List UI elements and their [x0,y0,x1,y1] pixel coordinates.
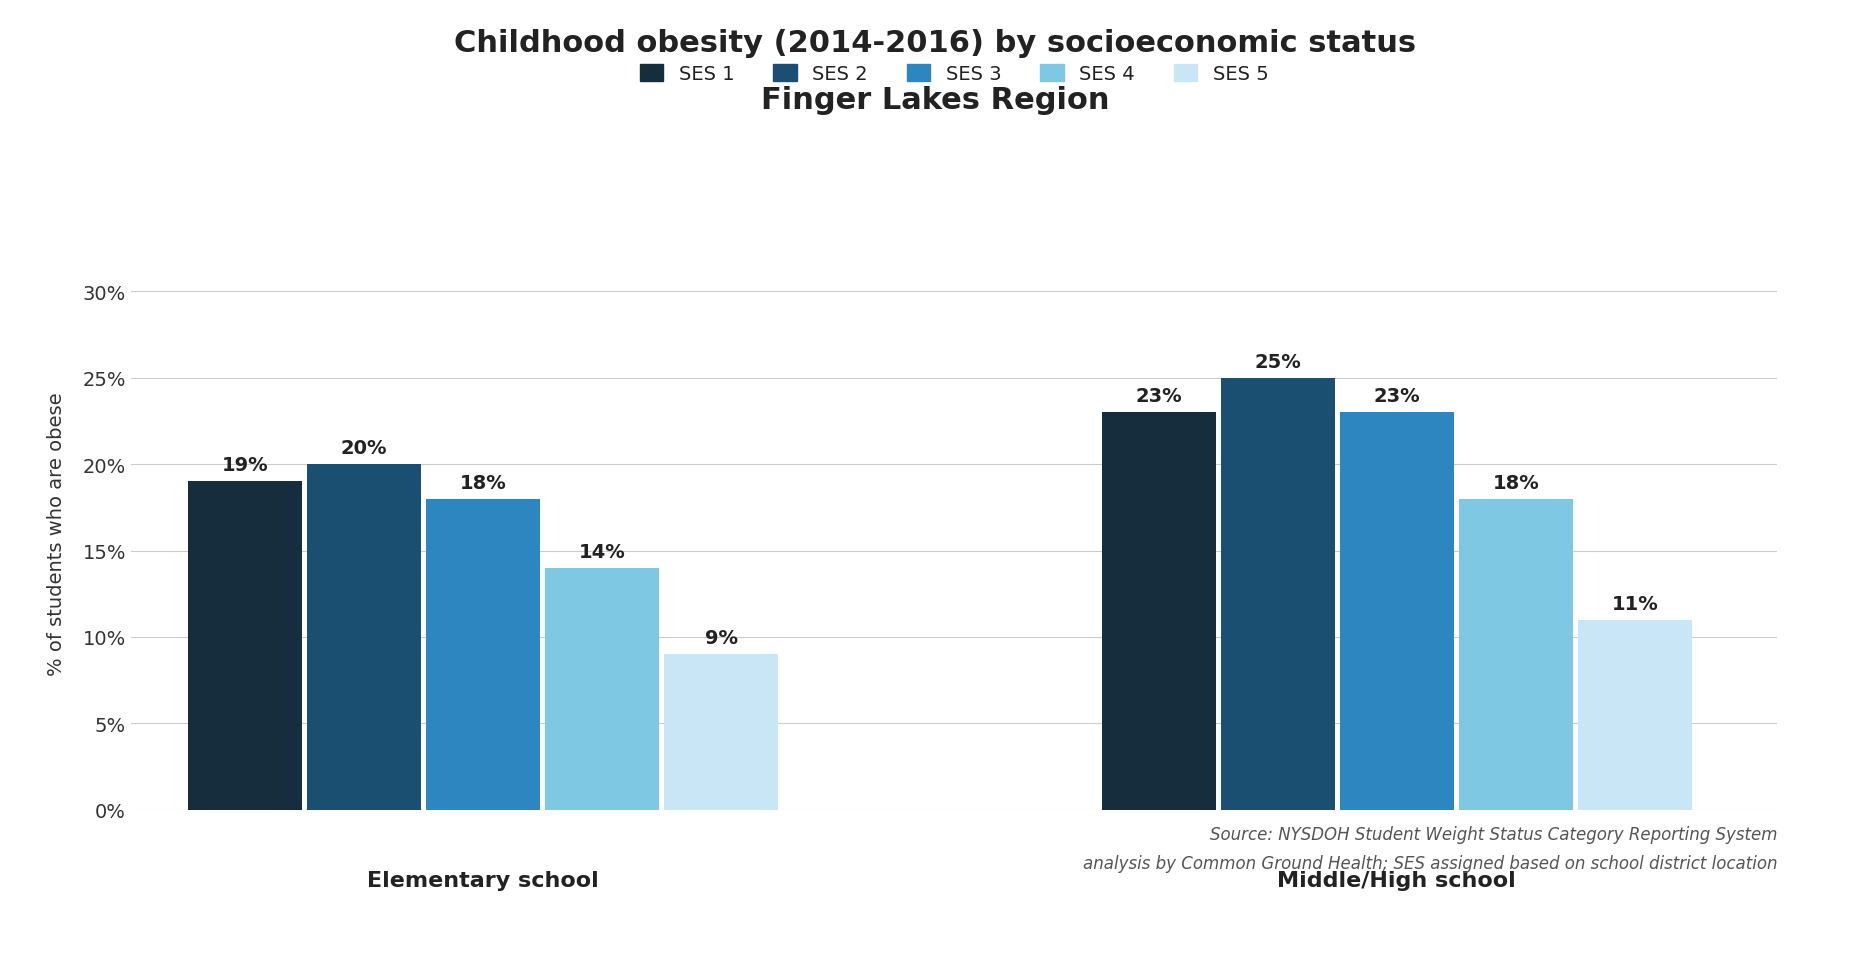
Bar [1340,413,1454,810]
Bar [427,499,541,810]
Text: analysis by Common Ground Health; SES assigned based on school district location: analysis by Common Ground Health; SES as… [1083,854,1777,872]
Text: 11%: 11% [1611,594,1658,613]
Bar [1220,378,1334,810]
Text: 20%: 20% [341,438,387,457]
Bar [544,568,659,810]
Bar [664,655,778,810]
Text: 9%: 9% [705,629,737,648]
Text: 18%: 18% [1493,474,1540,493]
Legend: SES 1, SES 2, SES 3, SES 4, SES 5: SES 1, SES 2, SES 3, SES 4, SES 5 [632,57,1276,91]
Y-axis label: % of students who are obese: % of students who are obese [47,392,65,676]
Bar [1577,620,1691,810]
Bar [1459,499,1574,810]
Text: 14%: 14% [578,542,625,561]
Text: 23%: 23% [1136,387,1182,406]
Text: 23%: 23% [1373,387,1420,406]
Text: Childhood obesity (2014-2016) by socioeconomic status: Childhood obesity (2014-2016) by socioec… [455,29,1416,57]
Text: 18%: 18% [460,474,507,493]
Text: Source: NYSDOH Student Weight Status Category Reporting System: Source: NYSDOH Student Weight Status Cat… [1211,825,1777,843]
Bar [307,465,421,810]
Text: 19%: 19% [223,456,269,475]
Text: Elementary school: Elementary school [367,870,599,890]
Bar [1102,413,1216,810]
Text: Middle/High school: Middle/High school [1278,870,1516,890]
Bar [189,482,303,810]
Text: Finger Lakes Region: Finger Lakes Region [761,86,1110,114]
Text: 25%: 25% [1254,353,1300,372]
